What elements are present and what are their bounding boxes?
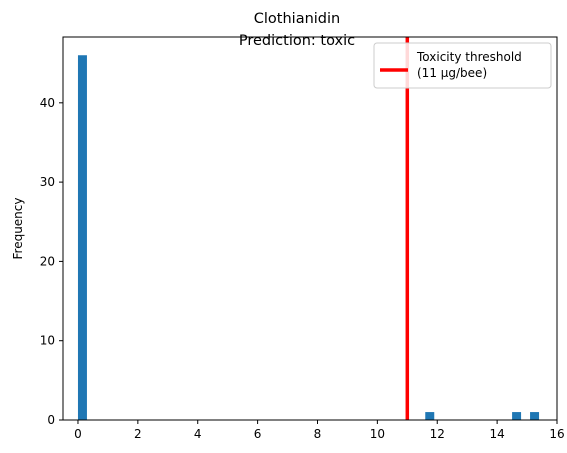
y-axis-label: Frequency (11, 198, 25, 260)
chart-subtitle: Prediction: toxic (239, 33, 355, 49)
histogram-bar-0 (77, 55, 87, 420)
y-tick-label: 30 (40, 175, 55, 189)
x-axis-ticks: 0 2 4 6 8 10 12 14 16 (74, 420, 565, 441)
histogram-bars (77, 55, 540, 420)
legend: Toxicity threshold (11 µg/bee) (373, 42, 552, 89)
legend-label-line1: Toxicity threshold (416, 50, 522, 64)
plot-frame (62, 36, 558, 421)
y-axis-ticks: 0 10 20 30 40 (40, 96, 63, 427)
histogram-bar-1 (425, 412, 435, 420)
x-tick-label: 14 (489, 427, 504, 441)
x-tick-label: 12 (430, 427, 445, 441)
chart-title: Clothianidin (254, 11, 340, 27)
x-tick-label: 8 (314, 427, 322, 441)
y-tick-label: 0 (47, 413, 55, 427)
y-tick-label: 40 (40, 96, 55, 110)
x-tick-label: 10 (370, 427, 385, 441)
legend-box (373, 42, 552, 89)
histogram-bar-2 (512, 412, 522, 420)
x-tick-label: 4 (194, 427, 202, 441)
y-tick-label: 10 (40, 334, 55, 348)
x-tick-label: 6 (254, 427, 262, 441)
y-tick-label: 20 (40, 254, 55, 268)
x-tick-label: 16 (549, 427, 564, 441)
x-tick-label: 0 (74, 427, 82, 441)
legend-label-line2: (11 µg/bee) (417, 66, 487, 80)
x-tick-label: 2 (134, 427, 142, 441)
histogram-bar-3 (530, 412, 540, 420)
